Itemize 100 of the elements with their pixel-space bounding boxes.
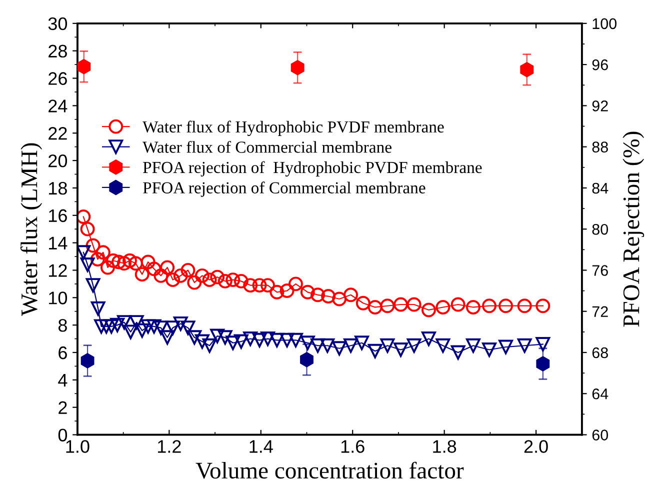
point (260, 332, 275, 346)
point (300, 336, 315, 350)
y2-axis-title: PFOA Rejection (%) (622, 132, 644, 327)
point (368, 344, 382, 358)
y2-tick-label: 80 (592, 224, 608, 235)
point (482, 342, 496, 357)
point (450, 297, 466, 312)
point (270, 284, 284, 300)
point (90, 252, 105, 266)
point (86, 278, 100, 293)
point (243, 332, 258, 346)
y-tick-label: 22 (48, 127, 67, 140)
y2-tick-label: 88 (592, 142, 608, 152)
point (187, 330, 202, 345)
legend-label: Water flux of Commercial membrane (142, 140, 392, 153)
point (234, 334, 248, 349)
point (260, 278, 275, 293)
point (394, 297, 408, 312)
point (173, 268, 188, 283)
point (536, 298, 550, 314)
point (166, 320, 180, 336)
point (436, 300, 450, 314)
point (321, 289, 336, 304)
point (344, 288, 358, 302)
y-tick-label: 26 (48, 72, 67, 85)
point (234, 274, 248, 288)
y-tick-label: 0 (58, 428, 68, 442)
legend-label: PFOA rejection of Hydrophobic PVDF membrane (143, 161, 482, 177)
point (80, 258, 95, 272)
point (394, 342, 408, 357)
point (187, 275, 202, 290)
point (160, 330, 175, 345)
point (134, 267, 150, 282)
y2-tick-label: 100 (592, 18, 617, 30)
y-tick-label: 2 (58, 401, 67, 414)
y2-tick-label: 96 (592, 59, 608, 70)
point (288, 332, 303, 348)
point (180, 262, 196, 278)
point (80, 353, 94, 368)
point (270, 332, 284, 348)
x-axis-title: Volume concentration factor (196, 462, 464, 479)
point (154, 268, 168, 283)
point (180, 320, 196, 336)
point (104, 319, 119, 334)
point (243, 278, 258, 293)
point (160, 260, 175, 275)
y-tick-label: 20 (48, 154, 68, 168)
point (117, 315, 132, 330)
y2-tick-label: 84 (592, 182, 608, 194)
point (122, 253, 137, 268)
point (498, 340, 513, 354)
point (288, 276, 303, 292)
point (332, 341, 347, 356)
point (406, 297, 422, 312)
x-tick-label: 1.0 (66, 440, 90, 453)
point (218, 274, 232, 288)
point (300, 352, 314, 368)
point (380, 338, 395, 353)
point (210, 270, 225, 284)
point (536, 356, 550, 372)
y-tick-label: 8 (58, 318, 67, 332)
x-tick-label: 1.6 (341, 440, 364, 453)
point (482, 298, 496, 314)
point (226, 272, 240, 288)
point (117, 256, 132, 271)
y-tick-label: 4 (58, 374, 68, 386)
y-tick-label: 24 (48, 100, 68, 112)
point (466, 300, 480, 314)
point (310, 338, 325, 353)
point (498, 298, 513, 314)
point (422, 332, 436, 346)
point (106, 253, 120, 268)
point (380, 298, 395, 314)
point (94, 319, 109, 334)
point (154, 320, 168, 336)
point (77, 210, 91, 224)
point (280, 284, 294, 298)
point (140, 319, 156, 334)
point (218, 330, 232, 345)
point (194, 268, 210, 283)
y-tick-label: 16 (49, 209, 67, 222)
point (354, 336, 369, 350)
y2-tick-label: 76 (592, 265, 608, 276)
point (80, 222, 95, 236)
point (110, 318, 125, 332)
point (128, 256, 143, 271)
point (406, 338, 422, 353)
point (90, 301, 106, 316)
point (332, 292, 347, 306)
point (86, 238, 100, 253)
point (520, 62, 534, 78)
x-tick-label: 2.0 (524, 440, 548, 453)
point (320, 338, 335, 353)
point (252, 332, 267, 348)
point (368, 300, 382, 314)
point (134, 323, 150, 338)
point (100, 260, 115, 275)
point (146, 319, 162, 334)
y2-tick-label: 92 (592, 100, 608, 112)
point (310, 288, 325, 302)
